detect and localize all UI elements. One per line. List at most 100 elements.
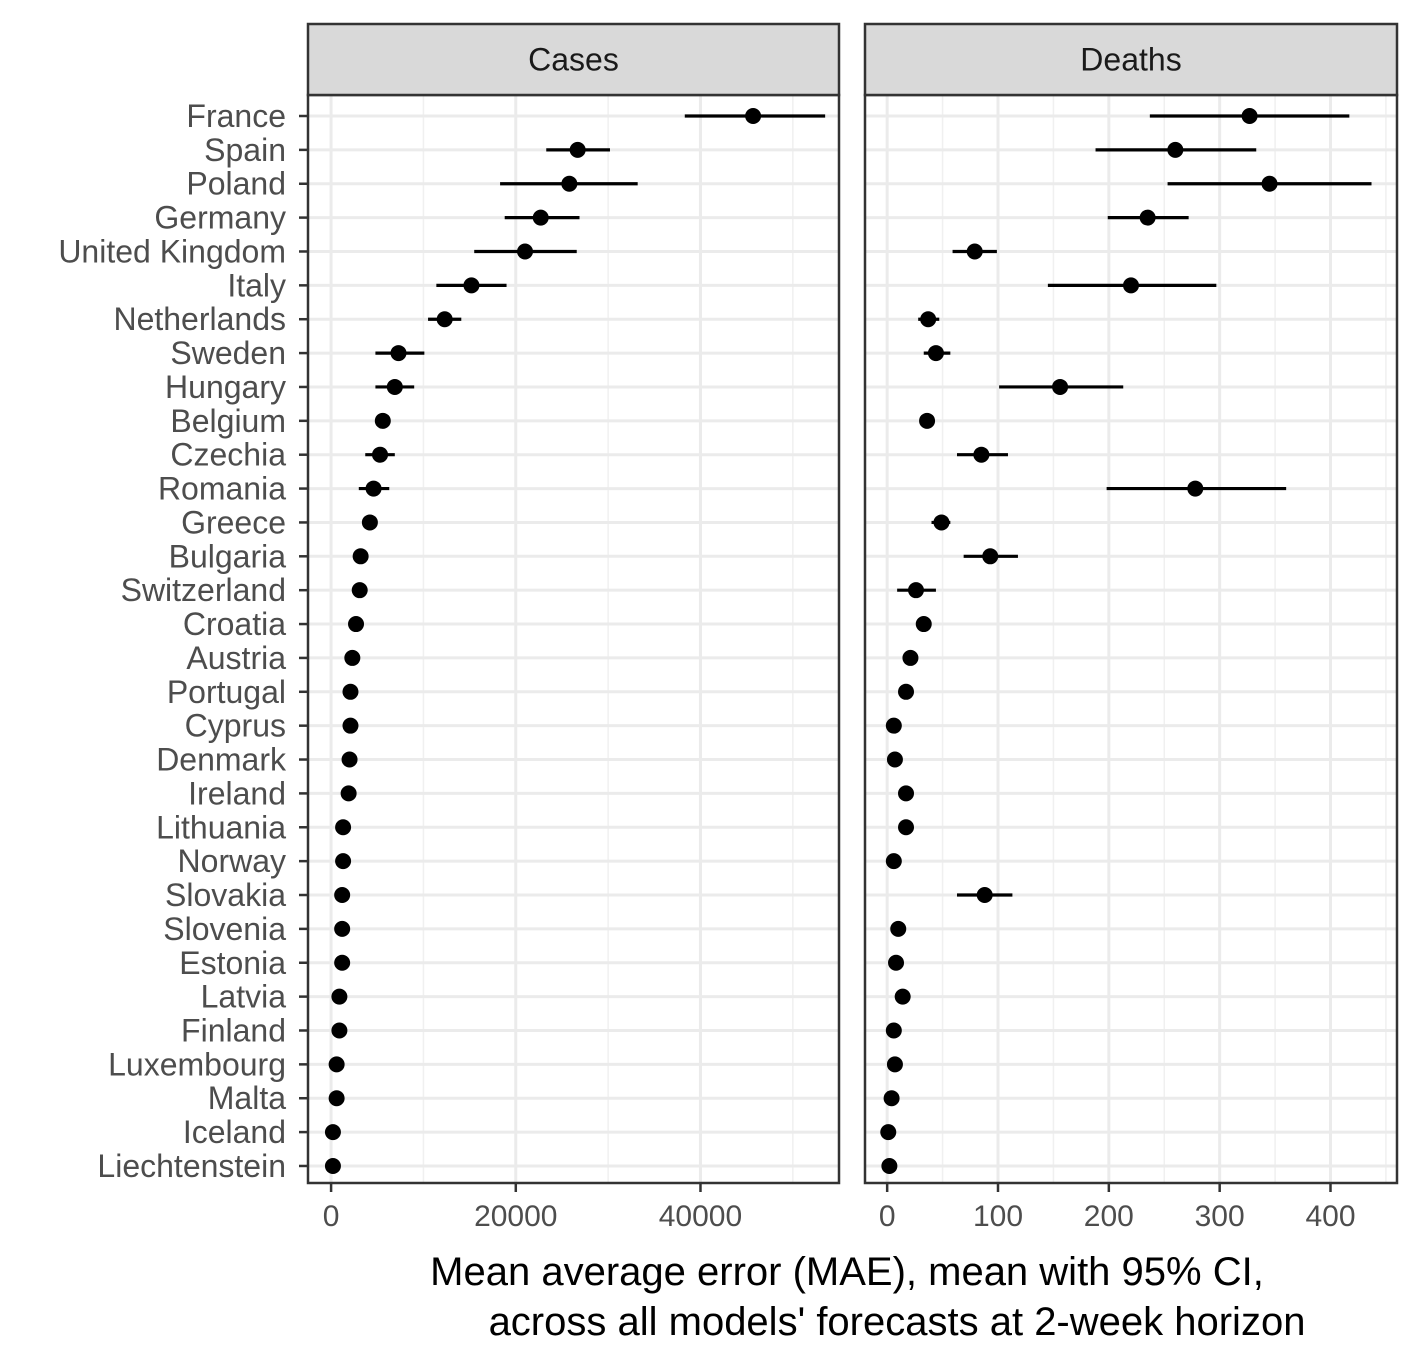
point-deaths-france <box>1241 108 1258 124</box>
strip-deaths <box>863 22 1399 97</box>
point-cases-bulgaria <box>352 548 369 565</box>
point-cases-romania <box>365 480 382 497</box>
panel-deaths: Deaths 0 100 200 300 400 <box>863 22 1399 1233</box>
country-label-switzerland: Switzerland <box>121 572 286 608</box>
point-deaths-germany <box>1139 209 1156 226</box>
country-label-iceland: Iceland <box>183 1114 286 1150</box>
point-cases-estonia <box>334 954 351 971</box>
point-cases-luxembourg <box>328 1056 345 1073</box>
point-cases-denmark <box>341 751 358 768</box>
point-deaths-ireland <box>898 785 915 802</box>
point-deaths-greece <box>933 514 950 531</box>
point-deaths-luxembourg <box>886 1056 903 1073</box>
panel-cases: Cases 0 20000 40000 <box>306 22 841 1233</box>
country-label-croatia: Croatia <box>183 606 286 642</box>
point-deaths-romania <box>1187 480 1204 497</box>
point-cases-finland <box>331 1022 348 1039</box>
point-deaths-sweden <box>927 345 944 362</box>
point-deaths-austria <box>902 649 919 666</box>
country-label-latvia: Latvia <box>201 979 287 1015</box>
country-label-sweden: Sweden <box>170 335 286 371</box>
point-deaths-slovenia <box>890 920 907 937</box>
country-label-norway: Norway <box>178 843 286 879</box>
strip-cases <box>306 22 841 97</box>
point-cases-sweden <box>390 345 407 362</box>
x-axis-title-line1: Mean average error (MAE), mean with 95% … <box>430 1250 1264 1294</box>
point-cases-slovakia <box>334 887 351 904</box>
x-tick-label-deaths: 400 <box>1305 1200 1355 1233</box>
country-label-united-kingdom: United Kingdom <box>58 233 286 269</box>
country-label-france: France <box>186 98 286 134</box>
country-label-spain: Spain <box>204 132 286 168</box>
point-deaths-slovakia <box>976 887 993 904</box>
point-cases-netherlands <box>436 311 453 328</box>
point-cases-greece <box>361 514 378 531</box>
panel-background <box>865 95 1397 1183</box>
country-label-greece: Greece <box>181 504 286 540</box>
point-cases-liechtenstein <box>324 1157 341 1174</box>
country-label-czechia: Czechia <box>170 437 286 473</box>
strip-label-cases: Cases <box>528 42 619 78</box>
point-deaths-estonia <box>888 954 905 971</box>
x-tick-label-cases: 20000 <box>474 1200 557 1233</box>
point-cases-united-kingdom <box>517 243 534 260</box>
point-cases-lithuania <box>335 819 352 836</box>
country-label-finland: Finland <box>181 1012 286 1048</box>
point-cases-belgium <box>374 412 391 429</box>
strip-label-deaths: Deaths <box>1080 42 1181 78</box>
x-tick-label-deaths: 200 <box>1084 1200 1134 1233</box>
panels: Cases 0 20000 40000 Deaths 0 100 200 300 400 <box>306 22 1399 1233</box>
point-cases-germany <box>532 209 549 226</box>
country-label-cyprus: Cyprus <box>185 708 286 744</box>
point-deaths-lithuania <box>898 819 915 836</box>
point-deaths-portugal <box>898 683 915 700</box>
point-cases-malta <box>328 1090 345 1107</box>
point-deaths-liechtenstein <box>881 1157 898 1174</box>
country-label-poland: Poland <box>186 166 286 202</box>
point-cases-iceland <box>324 1124 341 1141</box>
country-label-slovenia: Slovenia <box>163 911 286 947</box>
point-cases-latvia <box>331 988 348 1005</box>
point-deaths-czechia <box>973 446 990 463</box>
point-deaths-malta <box>883 1090 900 1107</box>
point-cases-spain <box>569 141 586 158</box>
country-label-liechtenstein: Liechtenstein <box>97 1148 286 1184</box>
point-cases-slovenia <box>334 920 351 937</box>
point-deaths-denmark <box>886 751 903 768</box>
country-label-portugal: Portugal <box>167 674 286 710</box>
point-cases-austria <box>344 649 361 666</box>
point-cases-croatia <box>348 616 365 633</box>
point-deaths-finland <box>885 1022 902 1039</box>
point-cases-ireland <box>340 785 357 802</box>
point-cases-italy <box>463 277 480 294</box>
x-tick-label-deaths: 100 <box>973 1200 1023 1233</box>
country-label-denmark: Denmark <box>156 742 287 778</box>
point-deaths-hungary <box>1052 378 1069 395</box>
point-deaths-bulgaria <box>982 548 999 565</box>
country-label-ireland: Ireland <box>188 775 286 811</box>
point-cases-norway <box>335 853 352 870</box>
country-label-belgium: Belgium <box>170 403 286 439</box>
country-label-luxembourg: Luxembourg <box>108 1046 286 1082</box>
x-tick-label-cases: 40000 <box>659 1200 742 1233</box>
point-deaths-italy <box>1123 277 1139 294</box>
country-label-germany: Germany <box>154 200 286 236</box>
point-deaths-cyprus <box>885 717 902 734</box>
point-cases-poland <box>561 175 578 192</box>
country-label-estonia: Estonia <box>179 945 286 981</box>
panel-background <box>308 95 839 1183</box>
country-label-hungary: Hungary <box>165 369 286 405</box>
country-label-romania: Romania <box>158 471 286 507</box>
point-deaths-netherlands <box>920 311 937 328</box>
country-label-austria: Austria <box>186 640 286 676</box>
point-cases-portugal <box>342 683 359 700</box>
point-deaths-spain <box>1167 141 1184 158</box>
point-cases-hungary <box>386 378 403 395</box>
country-label-malta: Malta <box>208 1080 286 1116</box>
point-cases-switzerland <box>351 582 368 599</box>
x-axis-title-line2: across all models' forecasts at 2-week h… <box>489 1300 1306 1344</box>
country-label-italy: Italy <box>227 267 286 303</box>
point-deaths-latvia <box>894 988 911 1005</box>
point-deaths-switzerland <box>907 582 924 599</box>
